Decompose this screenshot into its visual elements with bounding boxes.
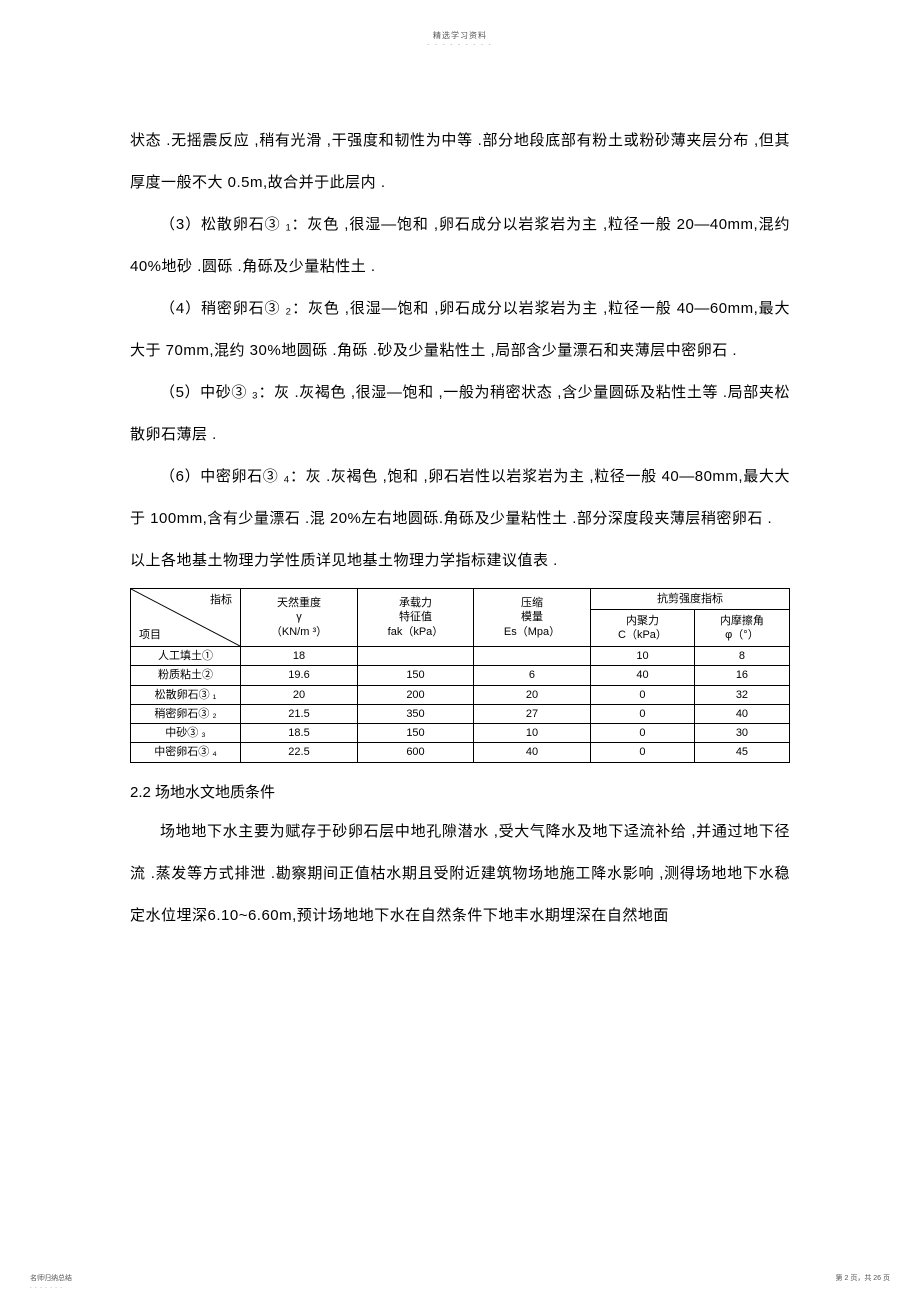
cell-gamma: 18.5 xyxy=(241,724,358,743)
paragraph-3: （4）稍密卵石③ ₂：灰色 ,很湿—饱和 ,卵石成分以岩浆岩为主 ,粒径一般 4… xyxy=(130,288,790,372)
footer-left-dots: - - - - - - - xyxy=(30,1285,63,1291)
soil-properties-table: 指标 项目 天然重度 γ （KN/m ³） 承载力 特征值 fak（kPa） 压… xyxy=(130,588,790,763)
cell-phi: 16 xyxy=(694,666,789,685)
col-header-compression: 压缩 模量 Es（Mpa） xyxy=(473,589,590,647)
cell-c: 0 xyxy=(591,743,695,762)
table-row: 中密卵石③ ₄ 22.5 600 40 0 45 xyxy=(131,743,790,762)
paragraph-7: 场地地下水主要为赋存于砂卵石层中地孔隙潜水 ,受大气降水及地下迳流补给 ,并通过… xyxy=(130,811,790,937)
cell-es: 40 xyxy=(473,743,590,762)
document-body: 状态 .无摇震反应 ,稍有光滑 ,干强度和韧性为中等 .部分地段底部有粉土或粉砂… xyxy=(130,120,790,937)
cell-es: 27 xyxy=(473,704,590,723)
col-header-bearing: 承载力 特征值 fak（kPa） xyxy=(358,589,474,647)
cell-gamma: 19.6 xyxy=(241,666,358,685)
doc-header-title: 精选学习资料 xyxy=(0,30,920,41)
paragraph-2: （3）松散卵石③ ₁：灰色 ,很湿—饱和 ,卵石成分以岩浆岩为主 ,粒径一般 2… xyxy=(130,204,790,288)
cell-gamma: 21.5 xyxy=(241,704,358,723)
cell-c: 10 xyxy=(591,647,695,666)
doc-header-dots: - - - - - - - - - xyxy=(0,42,920,48)
paragraph-4: （5）中砂③ ₃：灰 .灰褐色 ,很湿—饱和 ,一般为稍密状态 ,含少量圆砾及粘… xyxy=(130,372,790,456)
table-row: 粉质粘土② 19.6 150 6 40 16 xyxy=(131,666,790,685)
cell-phi: 8 xyxy=(694,647,789,666)
table-row: 中砂③ ₃ 18.5 150 10 0 30 xyxy=(131,724,790,743)
cell-c: 0 xyxy=(591,704,695,723)
col-header-friction: 内摩擦角 φ（°） xyxy=(694,610,789,647)
cell-name: 人工填土① xyxy=(131,647,241,666)
cell-gamma: 18 xyxy=(241,647,358,666)
table-diagonal-header: 指标 项目 xyxy=(131,589,241,647)
cell-name: 中砂③ ₃ xyxy=(131,724,241,743)
footer-page-number: 第 2 页，共 26 页 xyxy=(836,1273,890,1283)
cell-name: 松散卵石③ ₁ xyxy=(131,685,241,704)
cell-gamma: 20 xyxy=(241,685,358,704)
diag-label-item: 项目 xyxy=(139,628,161,642)
cell-fak: 150 xyxy=(358,724,474,743)
cell-fak: 600 xyxy=(358,743,474,762)
cell-name: 稍密卵石③ ₂ xyxy=(131,704,241,723)
cell-phi: 40 xyxy=(694,704,789,723)
paragraph-6: 以上各地基土物理力学性质详见地基土物理力学指标建议值表 . xyxy=(130,540,790,582)
col-header-shear: 抗剪强度指标 xyxy=(591,589,790,610)
cell-es xyxy=(473,647,590,666)
cell-c: 0 xyxy=(591,685,695,704)
section-2-2-heading: 2.2 场地水文地质条件 xyxy=(130,775,790,811)
cell-phi: 30 xyxy=(694,724,789,743)
col-header-density: 天然重度 γ （KN/m ³） xyxy=(241,589,358,647)
footer-left-text: 名师归纳总结 xyxy=(30,1273,72,1283)
cell-c: 40 xyxy=(591,666,695,685)
table-row: 稍密卵石③ ₂ 21.5 350 27 0 40 xyxy=(131,704,790,723)
cell-gamma: 22.5 xyxy=(241,743,358,762)
cell-phi: 32 xyxy=(694,685,789,704)
table-row: 人工填土① 18 10 8 xyxy=(131,647,790,666)
cell-name: 粉质粘土② xyxy=(131,666,241,685)
cell-c: 0 xyxy=(591,724,695,743)
cell-fak: 150 xyxy=(358,666,474,685)
paragraph-5: （6）中密卵石③ ₄：灰 .灰褐色 ,饱和 ,卵石岩性以岩浆岩为主 ,粒径一般 … xyxy=(130,456,790,540)
paragraph-1: 状态 .无摇震反应 ,稍有光滑 ,干强度和韧性为中等 .部分地段底部有粉土或粉砂… xyxy=(130,120,790,204)
col-header-cohesion: 内聚力 C（kPa） xyxy=(591,610,695,647)
cell-phi: 45 xyxy=(694,743,789,762)
cell-name: 中密卵石③ ₄ xyxy=(131,743,241,762)
cell-es: 10 xyxy=(473,724,590,743)
cell-es: 20 xyxy=(473,685,590,704)
table-row: 松散卵石③ ₁ 20 200 20 0 32 xyxy=(131,685,790,704)
cell-fak: 350 xyxy=(358,704,474,723)
diag-label-indicator: 指标 xyxy=(210,593,232,607)
cell-es: 6 xyxy=(473,666,590,685)
cell-fak: 200 xyxy=(358,685,474,704)
cell-fak xyxy=(358,647,474,666)
